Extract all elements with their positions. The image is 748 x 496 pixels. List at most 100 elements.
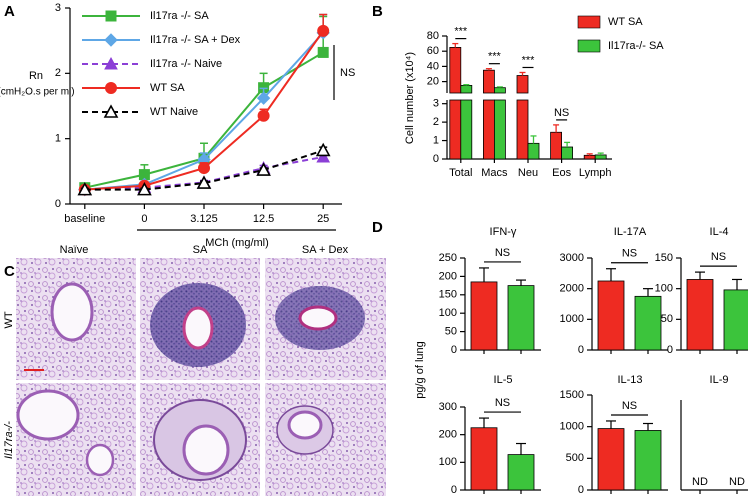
airway xyxy=(182,424,230,476)
bar xyxy=(516,75,529,94)
marker xyxy=(316,149,331,163)
chart-title: IL-9 xyxy=(710,374,729,386)
y-tick-label: 0 xyxy=(451,344,457,356)
marker xyxy=(198,162,210,175)
x-axis-label: MCh (mg/ml) xyxy=(205,237,269,249)
y-tick-label: 150 xyxy=(439,289,457,301)
bar xyxy=(634,295,662,351)
bar xyxy=(507,285,535,351)
annotation: *** xyxy=(522,54,536,66)
y-tick-label: 0 xyxy=(578,344,584,356)
annotation: NS xyxy=(495,397,510,409)
annotation: NS xyxy=(554,107,569,119)
x-tick-label: 0 xyxy=(141,213,147,225)
column-label: SA + Dex xyxy=(302,244,349,256)
airway xyxy=(287,410,323,440)
marker xyxy=(256,162,271,176)
y-tick-label: 3 xyxy=(433,98,439,110)
row-label: Il17ra-/- xyxy=(3,421,15,459)
legend-label: Il17ra -/- SA + Dex xyxy=(150,34,241,46)
y-tick-label: 200 xyxy=(439,270,457,282)
chart-title: IL-4 xyxy=(710,226,729,238)
bar xyxy=(516,99,529,160)
legend-label: Il17ra -/- Naive xyxy=(150,58,222,70)
y-tick-label: 0 xyxy=(55,198,61,210)
y-tick-label: 40 xyxy=(427,60,439,72)
y-tick-label: 50 xyxy=(445,326,457,338)
bar xyxy=(493,99,506,160)
panel-letter: A xyxy=(4,3,15,20)
legend-label: WT SA xyxy=(150,82,185,94)
x-tick-label: Lymph xyxy=(579,167,612,179)
y-tick-label: 80 xyxy=(427,30,439,42)
y-axis-label: Cell number (x10⁴) xyxy=(404,52,416,144)
marker xyxy=(257,109,270,122)
y-tick-label: 250 xyxy=(439,252,457,264)
legend-marker xyxy=(104,56,118,70)
legend-label: WT Naive xyxy=(150,106,198,118)
y-tick-label: 100 xyxy=(439,307,457,319)
chart-title: IFN-γ xyxy=(490,226,517,238)
y-tick-label: 0 xyxy=(667,344,673,356)
y-tick-label: 60 xyxy=(427,45,439,57)
marker xyxy=(196,175,212,189)
y-tick-label: 1000 xyxy=(560,421,584,433)
marker xyxy=(317,46,329,58)
bar xyxy=(460,99,473,160)
y-tick-label: 3 xyxy=(55,2,61,14)
annotation: NS xyxy=(495,247,510,259)
y-tick-label: 500 xyxy=(566,452,584,464)
legend-marker xyxy=(105,10,117,22)
bar xyxy=(482,99,495,160)
bar xyxy=(550,131,562,160)
annotation: NS xyxy=(340,67,355,79)
marker xyxy=(315,142,331,157)
x-tick-label: baseline xyxy=(64,213,105,225)
bar xyxy=(449,99,462,160)
bar xyxy=(634,430,662,491)
legend-label: Il17ra-/- SA xyxy=(608,40,664,52)
x-tick-label: 12.5 xyxy=(253,213,274,225)
bar xyxy=(723,289,748,351)
annotation: NS xyxy=(711,251,726,263)
x-tick-label: Eos xyxy=(552,167,571,179)
legend-marker xyxy=(105,82,117,94)
airway xyxy=(182,306,214,350)
bar xyxy=(493,87,506,94)
annotation: NS xyxy=(622,400,637,412)
y-tick-label: 0 xyxy=(578,484,584,496)
bar xyxy=(507,454,535,491)
y-tick-label: 200 xyxy=(439,429,457,441)
chart-title: IL-17A xyxy=(614,226,647,238)
y-axis-label: Rn xyxy=(29,70,43,82)
legend-marker xyxy=(104,33,118,47)
marker xyxy=(77,181,93,196)
y-tick-label: 2 xyxy=(433,116,439,128)
y-tick-label: 100 xyxy=(439,456,457,468)
legend-swatch xyxy=(577,39,601,53)
bar xyxy=(561,146,573,160)
y-axis-label: pg/g of lung xyxy=(414,341,426,399)
legend-label: WT SA xyxy=(608,16,643,28)
value-label: ND xyxy=(692,476,708,488)
bar xyxy=(460,85,473,94)
column-label: Naïve xyxy=(60,244,89,256)
y-tick-label: 0 xyxy=(433,153,439,165)
chart-title: IL-13 xyxy=(617,374,642,386)
x-tick-label: 3.125 xyxy=(190,213,218,225)
airway xyxy=(298,305,338,331)
airway xyxy=(50,282,94,342)
y-tick-label: 1 xyxy=(433,134,439,146)
panel-letter: C xyxy=(4,263,15,280)
y-axis-label: (cmH₂O.s per ml) xyxy=(0,87,75,98)
x-tick-label: 25 xyxy=(317,213,329,225)
annotation: *** xyxy=(454,26,468,38)
bar xyxy=(470,281,498,351)
annotation: *** xyxy=(488,51,502,63)
y-tick-label: 1 xyxy=(55,133,61,145)
legend-marker xyxy=(103,104,119,118)
bar xyxy=(594,154,607,160)
y-tick-label: 300 xyxy=(439,401,457,413)
